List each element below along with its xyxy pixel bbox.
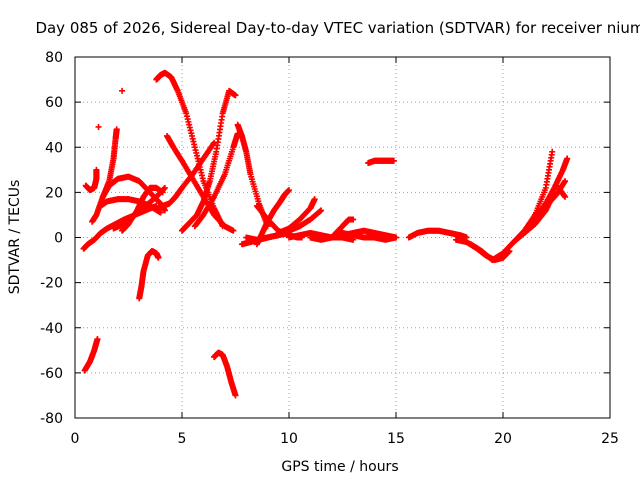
y-tick-label: -60 [40, 366, 63, 382]
x-tick-label: 20 [494, 431, 512, 447]
series-arc-ii [555, 184, 569, 200]
data-point [232, 92, 239, 99]
series-arc-bb [365, 157, 397, 167]
series-arc-q [211, 349, 239, 399]
data-point [113, 126, 120, 133]
data-point [230, 227, 237, 234]
data-point [350, 216, 357, 223]
chart-title: Day 085 of 2026, Sidereal Day-to-day VTE… [35, 19, 640, 37]
series-arc-v [253, 187, 292, 248]
series-arc-n [155, 139, 218, 212]
series-arc-hh [532, 178, 569, 218]
x-tick-label: 15 [387, 431, 405, 447]
series-arc-o [179, 87, 239, 234]
y-tick-label: 80 [45, 50, 63, 66]
data-point [318, 207, 325, 214]
data-point [562, 178, 569, 185]
data-point [155, 254, 162, 261]
y-axis-label: SDTVAR / TECUs [7, 180, 23, 295]
series-arc-cc [405, 227, 470, 241]
series-arc-w [275, 196, 318, 236]
x-tick-label: 0 [71, 431, 80, 447]
data-point [94, 336, 101, 343]
y-tick-label: -40 [40, 321, 63, 337]
series-arc-e [95, 123, 102, 130]
series-arc-a [81, 336, 101, 374]
data-point [93, 166, 100, 173]
data-point [562, 193, 569, 200]
series-arc-c [82, 166, 100, 194]
data-point [311, 196, 318, 203]
x-tick-label: 10 [280, 431, 298, 447]
data-point [157, 209, 164, 216]
y-tick-label: -80 [40, 411, 63, 427]
x-tick-label: 25 [601, 431, 619, 447]
data-point [232, 392, 239, 399]
data-point [393, 234, 399, 241]
data-point [161, 207, 168, 214]
series-arc-ee [467, 189, 558, 264]
series-arc-i [119, 87, 126, 94]
data-point [159, 189, 166, 196]
series-arc-z [328, 216, 357, 241]
y-tick-label: 20 [45, 185, 63, 201]
y-tick-label: -20 [40, 276, 63, 292]
x-tick-label: 5 [178, 431, 187, 447]
data-point [161, 184, 168, 191]
data-point [95, 123, 102, 130]
data-point [119, 87, 126, 94]
series-arc-j [119, 184, 166, 234]
y-tick-label: 40 [45, 140, 63, 156]
series-arc-k [136, 248, 162, 302]
data-point [549, 148, 556, 155]
data-marks [80, 69, 571, 399]
x-axis-label: GPS time / hours [281, 459, 398, 475]
y-tick-label: 60 [45, 95, 63, 111]
y-tick-label: 0 [54, 231, 63, 247]
series-arc-aa [339, 227, 399, 241]
axis-ticks: 0 5 10 15 20 25 -80 -60 -40 -20 0 20 40 60 80 [40, 50, 619, 447]
data-point [390, 157, 397, 164]
data-point [564, 155, 571, 162]
data-point [286, 187, 292, 194]
series-arc-p [191, 130, 241, 230]
